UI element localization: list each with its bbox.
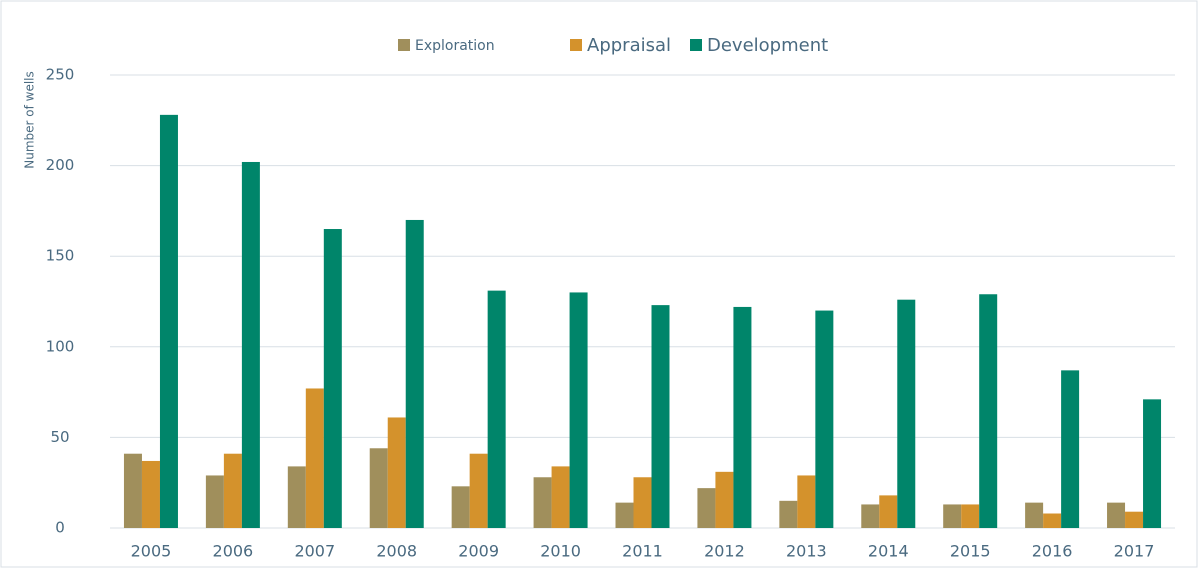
bar [651, 305, 670, 528]
x-tick-label: 2010 [540, 542, 581, 561]
bar [797, 475, 816, 528]
y-tick-label: 150 [46, 247, 75, 265]
y-axis-label: Number of wells [23, 71, 37, 169]
bar [879, 495, 898, 528]
bar [733, 306, 752, 528]
bar [323, 229, 342, 528]
legend-swatch [398, 39, 410, 51]
bar [1025, 502, 1044, 528]
bar [1061, 370, 1080, 528]
bar [943, 504, 962, 528]
bar [551, 466, 570, 528]
bar [1125, 511, 1144, 528]
bar [287, 466, 306, 528]
x-tick-label: 2015 [950, 542, 991, 561]
bar [387, 417, 406, 528]
bar [469, 453, 488, 528]
bar [615, 502, 634, 528]
bar [451, 486, 470, 528]
legend-swatch [690, 39, 702, 51]
bar [897, 299, 916, 528]
legend-label: Exploration [415, 38, 495, 54]
bar [1107, 502, 1126, 528]
y-tick-label: 100 [46, 337, 75, 355]
bar [569, 292, 588, 528]
bar [633, 477, 652, 528]
bar [861, 504, 880, 528]
x-tick-label: 2011 [622, 542, 663, 561]
y-tick-label: 250 [46, 66, 75, 84]
bar [715, 471, 734, 528]
bar [305, 388, 324, 528]
bar [159, 114, 178, 528]
bar [141, 460, 160, 528]
bar [1143, 399, 1162, 528]
x-tick-label: 2007 [294, 542, 335, 561]
x-tick-label: 2012 [704, 542, 745, 561]
x-tick-label: 2005 [131, 542, 172, 561]
bar [405, 219, 424, 528]
x-tick-label: 2013 [786, 542, 827, 561]
bar [487, 290, 506, 528]
bar [533, 477, 552, 528]
bar [815, 310, 834, 528]
bar [369, 448, 388, 528]
bar [1043, 513, 1062, 528]
bar [123, 453, 142, 528]
bar [241, 161, 260, 528]
x-tick-label: 2009 [458, 542, 499, 561]
x-tick-label: 2014 [868, 542, 909, 561]
x-tick-label: 2017 [1114, 542, 1155, 561]
x-tick-label: 2008 [376, 542, 417, 561]
legend-label: Development [707, 35, 828, 56]
bar [205, 475, 224, 528]
x-tick-label: 2006 [213, 542, 254, 561]
y-tick-label: 50 [50, 428, 69, 446]
bar [779, 500, 798, 528]
bar [961, 504, 980, 528]
y-tick-label: 200 [46, 156, 75, 174]
bar [697, 488, 716, 528]
legend-swatch [570, 39, 582, 51]
bar [223, 453, 242, 528]
x-tick-label: 2016 [1032, 542, 1073, 561]
legend-label: Appraisal [587, 35, 671, 56]
y-tick-label: 0 [55, 519, 65, 537]
bar [979, 294, 998, 528]
